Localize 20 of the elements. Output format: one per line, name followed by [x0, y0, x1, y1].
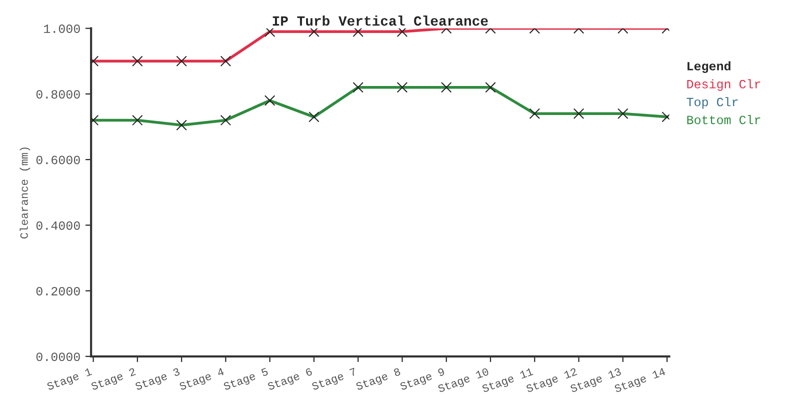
x-tick-label: Stage 5 — [223, 368, 270, 392]
text: Design Clr — [687, 79, 760, 91]
y-tick-label: 0.0000 — [36, 352, 80, 362]
x-tick-label: Stage 6 — [267, 368, 314, 392]
x-tick-label: Stage 1 — [46, 368, 93, 392]
y-tick-label: 0.8000 — [36, 90, 80, 99]
y-tick-label: 0.2000 — [36, 286, 80, 296]
y-tick-label: 0.4000 — [36, 221, 80, 230]
legend-label: Top Clr — [686, 97, 738, 109]
x-tick-label: Stage 8 — [355, 368, 402, 392]
x-tick-label: Stage 4 — [178, 368, 226, 392]
y-tick-label: 1.000 — [44, 24, 80, 33]
x-tick-label: Stage 2 — [90, 368, 137, 392]
series-label: Bottom Clr — [687, 115, 760, 124]
x-tick-label: Stage 3 — [134, 368, 181, 392]
y-tick-label: 0.6000 — [36, 156, 80, 164]
x-tick-label: Stage 7 — [311, 368, 358, 392]
chart-title: IP Turb Vertical Clearance — [272, 16, 488, 26]
y-axis-title: Clearance (mm) — [20, 148, 30, 238]
legend-title: Legend — [688, 61, 730, 73]
